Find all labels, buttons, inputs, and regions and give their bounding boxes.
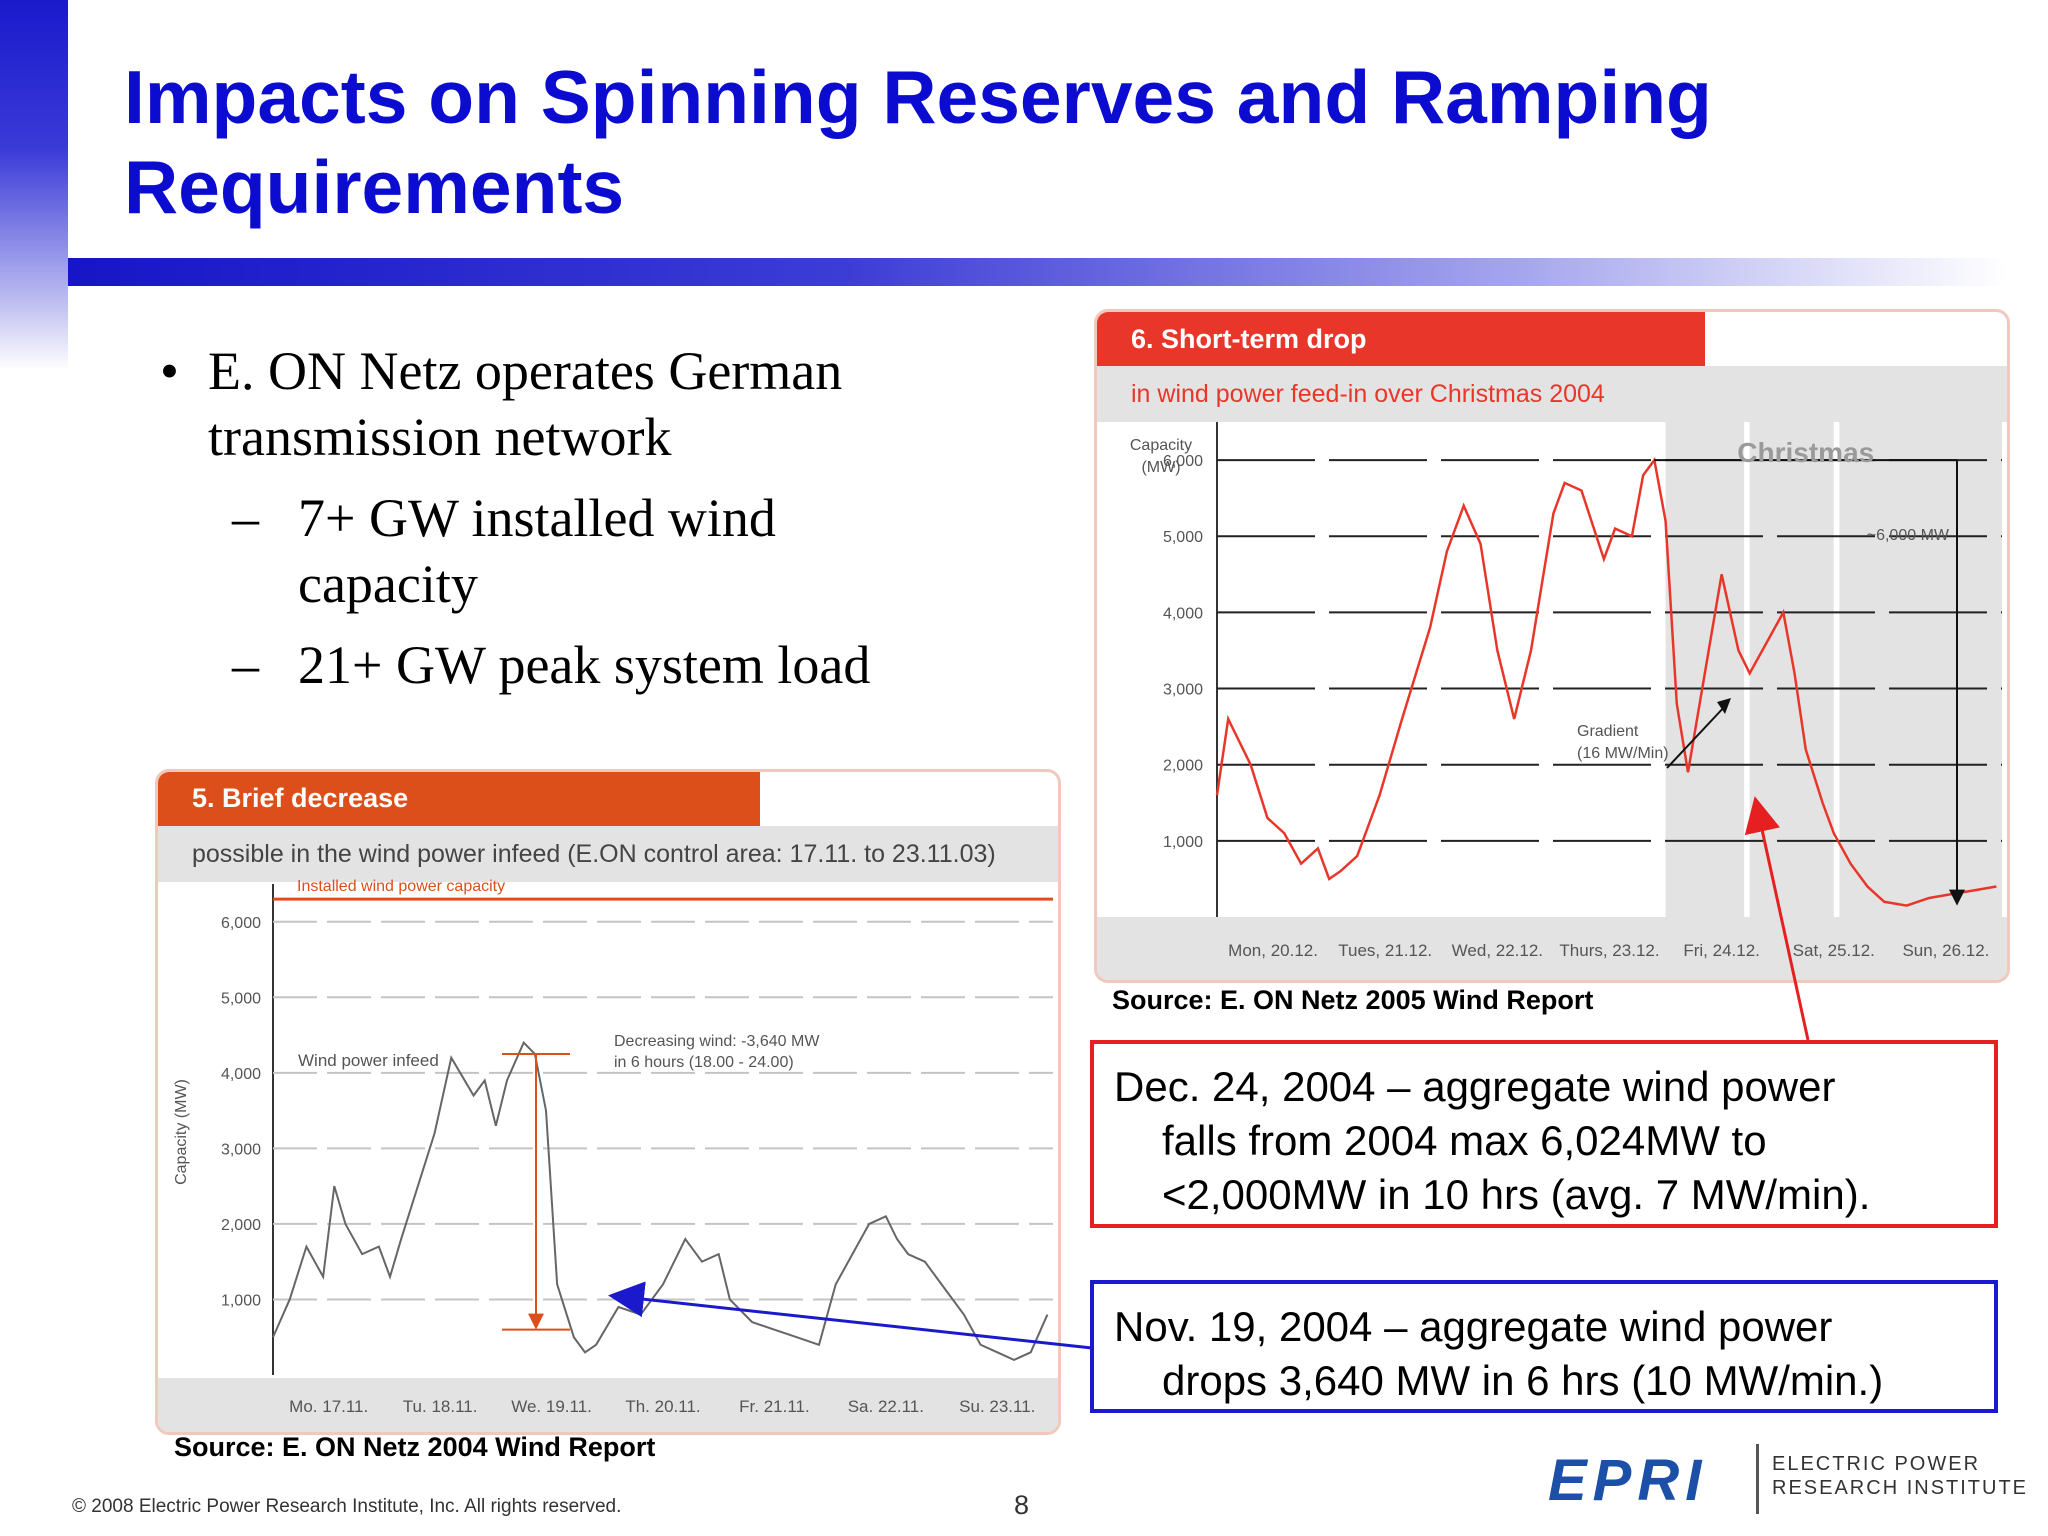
chart6-peak-arrow-head [1949,889,1965,906]
callout-dec-24: Dec. 24, 2004 – aggregate wind power fal… [1090,1040,1998,1228]
chart6-x-tick: Sat, 25.12. [1793,941,1875,960]
chart6-x-tick: Thurs, 23.12. [1559,941,1659,960]
chart5-x-tick: Sa. 22.11. [848,1397,924,1416]
chart5-x-tick: Fr. 21.11. [739,1397,810,1416]
chart6-subheader-band [1097,366,2007,422]
chart6-y-label-line2: (MW) [1141,459,1180,476]
chart5-plot: 6,000 5,000 4,000 3,000 2,000 1,000 Installed … [173,878,1053,1416]
chart5-subheader-band [158,826,1058,882]
chart5-annotation-line1: Decreasing wind: -3,640 MW [614,1033,820,1050]
title-rule [68,258,2008,286]
chart5-gridlines [273,920,1053,1301]
chart5-xaxis-band [158,1378,1058,1432]
callout-dec-24-line2: falls from 2004 max 6,024MW to [1162,1117,1767,1164]
chart6-x-tick: Sun, 26.12. [1902,941,1989,960]
callout-dec-24-line1: Dec. 24, 2004 – aggregate wind power [1114,1063,1836,1110]
logo-text-line2: RESEARCH INSTITUTE [1772,1477,2029,1499]
chart-short-term-drop: 6. Short-term drop in wind power feed-in… [1094,309,2010,983]
sub-bullet-dash: – [232,635,259,695]
bullet-main: E. ON Netz operates German transmission … [208,341,843,467]
chart6-christmas-shading [1665,422,2002,917]
chart6-header: 6. Short-term drop [1131,324,1367,354]
sub-bullet-wind: 7+ GW installed wind capacity [298,488,776,614]
slide-title: Impacts on Spinning Reserves and Ramping… [124,55,1712,229]
callout-nov-19-line1: Nov. 19, 2004 – aggregate wind power [1114,1303,1833,1350]
sub-bullet-dash: – [232,488,259,548]
chart5-y-tick: 1,000 [221,1292,261,1309]
chart6-subheader: in wind power feed-in over Christmas 200… [1131,380,1605,408]
chart5-x-tick: Th. 20.11. [625,1397,700,1416]
chart5-y-tick: 6,000 [221,915,261,932]
copyright: © 2008 Electric Power Research Institute… [72,1496,622,1517]
chart5-wind-infeed-line [272,1040,1049,1361]
chart5-series [272,897,1053,1361]
side-accent-bar [0,0,68,370]
chart5-x-tick: We. 19.11. [511,1397,592,1416]
chart6-christmas-label: Christmas [1737,437,1874,468]
chart5-series-label: Wind power infeed [298,1051,439,1070]
chart6-y-tick: 2,000 [1163,758,1203,775]
chart6-y-tick: 3,000 [1163,682,1203,699]
bullet-dot: • [160,341,179,401]
chart6-labels: Christmas 6,000 5,000 4,000 3,000 2,000 1,000 C… [1130,437,1990,960]
chart5-y-axis-label: Capacity (MW) [173,1079,190,1185]
chart5-y-tick: 3,000 [221,1141,261,1158]
chart6-gradient-label-line2: (16 MW/Min) [1577,745,1669,762]
chart5-y-tick: 4,000 [221,1066,261,1083]
chart5-header: 5. Brief decrease [192,783,409,813]
chart6-series [1215,457,1997,907]
page-number: 8 [1014,1490,1030,1520]
chart5-y-tick: 2,000 [221,1217,261,1234]
chart6-y-tick: 6,000 [1163,453,1203,470]
chart5-x-tick: Tu. 18.11. [403,1397,478,1416]
chart5-x-tick: Mo. 17.11. [289,1397,368,1416]
chart6-xaxis-band [1097,917,2007,980]
chart5-header-band [158,772,760,826]
callout-nov-19-line2: drops 3,640 MW in 6 hrs (10 MW/min.) [1162,1357,1884,1404]
chart5-annotation-line2: in 6 hours (18.00 - 24.00) [614,1054,794,1071]
chart5-labels: 6,000 5,000 4,000 3,000 2,000 1,000 Installed … [173,878,1035,1416]
chart6-x-tick: Mon, 20.12. [1228,941,1318,960]
chart5-source: Source: E. ON Netz 2004 Wind Report [174,1432,656,1462]
chart6-gradient-pointer [1666,703,1728,769]
chart6-shade-sun [1839,422,2002,917]
sub-bullet-load: 21+ GW peak system load [298,635,871,695]
chart5-drop-arrow-head [528,1313,544,1330]
epri-logo-mark: EPRI [1548,1448,1708,1513]
chart6-y-tick: 4,000 [1163,605,1203,622]
chart6-header-band [1097,312,1705,366]
chart5-y-tick: 5,000 [221,990,261,1007]
chart6-x-tick: Wed, 22.12. [1452,941,1543,960]
chart6-x-tick: Fri, 24.12. [1683,941,1760,960]
chart5-subheader: possible in the wind power infeed (E.ON … [192,840,996,868]
chart6-source: Source: E. ON Netz 2005 Wind Report [1112,985,1594,1015]
chart6-plot: Christmas 6,000 5,000 4,000 3,000 2,000 1,000 C… [1130,422,2002,960]
chart6-peak-label: ~6,000 MW [1867,527,1950,544]
callout-nov-19: Nov. 19, 2004 – aggregate wind power dro… [1090,1280,1998,1413]
chart6-gradient-arrow-head [1717,698,1731,714]
chart5-installed-capacity-label: Installed wind power capacity [297,878,505,895]
chart6-y-tick: 1,000 [1163,834,1203,851]
chart5-x-tick: Su. 23.11. [959,1397,1035,1416]
logo-text-line1: ELECTRIC POWER [1772,1453,1981,1475]
chart6-x-tick: Tues, 21.12. [1338,941,1432,960]
chart6-shade-sat [1749,422,1834,917]
callout-dec-24-line3: <2,000MW in 10 hrs (avg. 7 MW/min). [1162,1171,1871,1218]
chart-brief-decrease: 5. Brief decrease possible in the wind p… [155,769,1061,1435]
logo-divider [1756,1444,1759,1514]
chart6-y-tick: 5,000 [1163,529,1203,546]
chart6-gradient-label-line1: Gradient [1577,723,1639,740]
chart6-wind-feedin-line [1215,457,1997,907]
chart6-y-label-line1: Capacity [1130,437,1192,454]
